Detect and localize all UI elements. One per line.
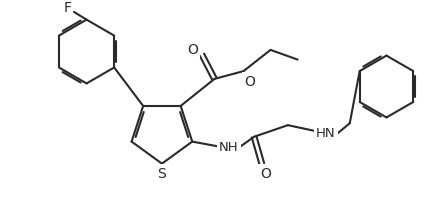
Text: NH: NH xyxy=(219,140,239,153)
Text: S: S xyxy=(158,166,166,180)
Text: O: O xyxy=(187,43,198,57)
Text: F: F xyxy=(63,1,71,15)
Text: O: O xyxy=(244,75,255,88)
Text: O: O xyxy=(260,167,271,181)
Text: HN: HN xyxy=(316,127,335,140)
